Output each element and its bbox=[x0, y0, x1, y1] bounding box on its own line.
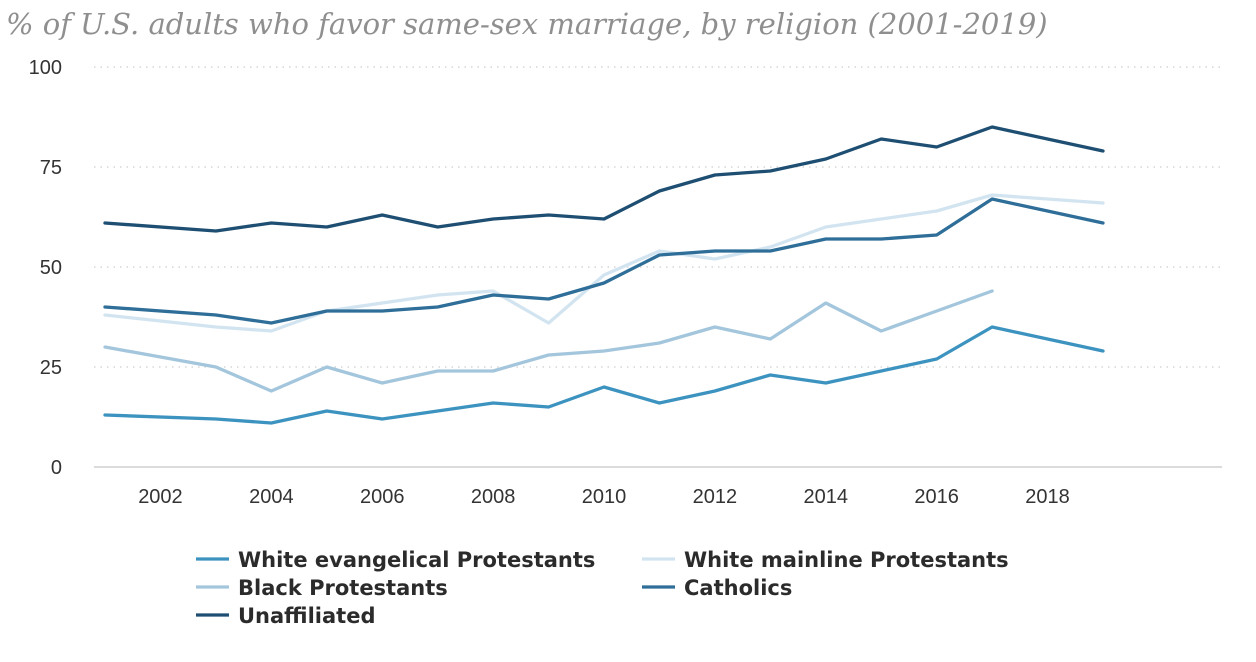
x-tick-label: 2018 bbox=[1025, 486, 1070, 508]
x-tick-label: 2014 bbox=[804, 486, 849, 508]
legend-label: White evangelical Protestants bbox=[238, 548, 595, 572]
legend-item-catholics: Catholics bbox=[642, 576, 792, 600]
legend-label: White mainline Protestants bbox=[684, 548, 1009, 572]
y-axis-ticks: 0 25 50 75 100 bbox=[29, 57, 62, 479]
legend-item-unaffiliated: Unaffiliated bbox=[196, 604, 375, 628]
chart-title: % of U.S. adults who favor same-sex marr… bbox=[6, 7, 1048, 41]
series-line-white-evangelical-protestants bbox=[103, 325, 1105, 425]
legend-label: Catholics bbox=[684, 576, 792, 600]
x-tick-label: 2006 bbox=[360, 486, 405, 508]
series-line-black-protestants bbox=[103, 289, 994, 393]
x-tick-label: 2008 bbox=[471, 486, 516, 508]
y-tick-label: 50 bbox=[40, 257, 62, 279]
series-lines bbox=[103, 125, 1105, 425]
x-tick-label: 2016 bbox=[914, 486, 959, 508]
legend-item-black-protestants: Black Protestants bbox=[196, 576, 448, 600]
x-tick-label: 2002 bbox=[138, 486, 183, 508]
legend-label: Black Protestants bbox=[238, 576, 448, 600]
gridlines bbox=[94, 66, 1222, 468]
y-tick-label: 75 bbox=[40, 157, 62, 179]
x-tick-label: 2010 bbox=[582, 486, 627, 508]
series-line-white-mainline-protestants bbox=[103, 193, 1105, 333]
x-tick-label: 2012 bbox=[693, 486, 738, 508]
legend-item-white-mainline-protestants: White mainline Protestants bbox=[642, 548, 1009, 572]
y-tick-label: 25 bbox=[40, 357, 62, 379]
legend-label: Unaffiliated bbox=[238, 604, 375, 628]
legend-item-white-evangelical-protestants: White evangelical Protestants bbox=[196, 548, 595, 572]
y-tick-label: 100 bbox=[29, 57, 62, 79]
y-tick-label: 0 bbox=[51, 457, 62, 479]
series-line-catholics bbox=[103, 197, 1105, 325]
x-axis-ticks: 2002 2004 2006 2008 2010 2012 2014 2016 2018 bbox=[138, 486, 1070, 508]
series-line-unaffiliated bbox=[103, 125, 1105, 233]
x-tick-label: 2004 bbox=[249, 486, 294, 508]
legend: White evangelical Protestants White mainl… bbox=[196, 548, 1009, 628]
